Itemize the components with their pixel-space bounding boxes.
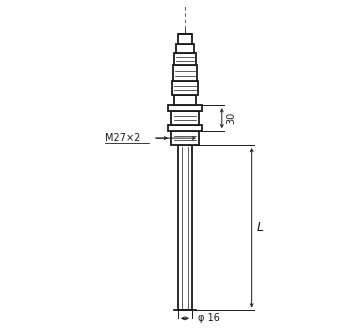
Bar (178, 145, 192, 310)
Text: 30: 30 (227, 112, 237, 124)
Bar (176, 44, 194, 54)
Bar (168, 105, 202, 111)
Text: M27×2: M27×2 (105, 133, 141, 143)
Bar (171, 131, 199, 145)
Text: φ 16: φ 16 (198, 313, 220, 323)
Bar (168, 125, 202, 131)
Bar (172, 81, 198, 95)
Bar (174, 54, 196, 65)
Bar (174, 95, 196, 105)
Bar (171, 111, 199, 125)
Bar (178, 34, 192, 44)
Bar (173, 65, 197, 81)
Text: L: L (257, 221, 264, 234)
